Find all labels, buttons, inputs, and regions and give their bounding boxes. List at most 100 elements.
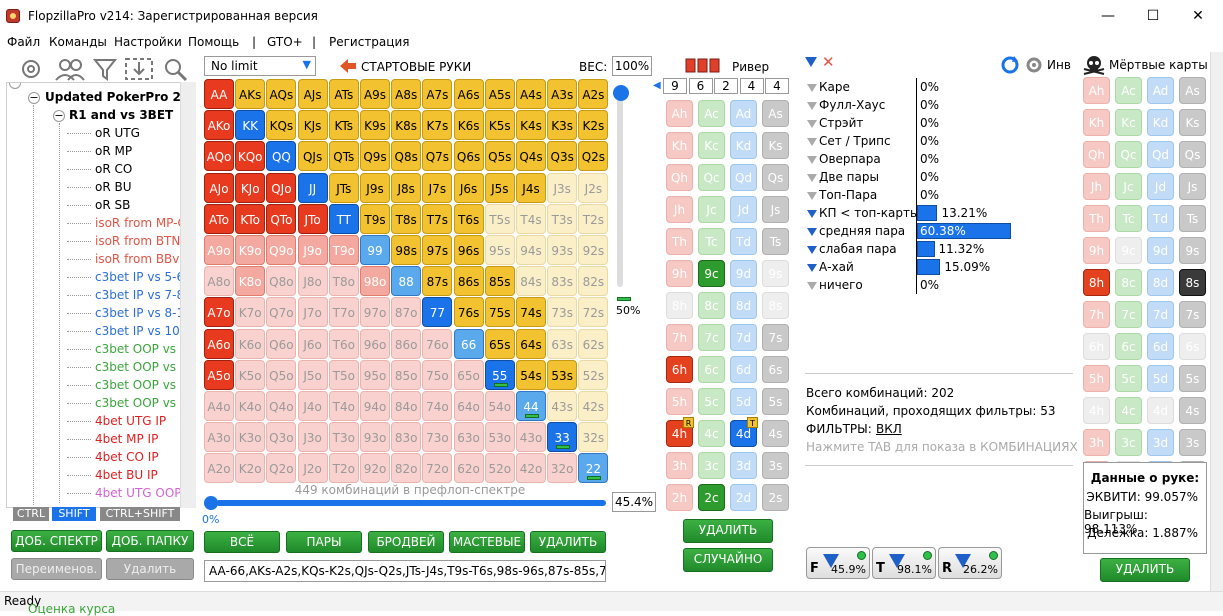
card-3c[interactable]: 3c [698,452,725,479]
hand-cell-76s[interactable]: 76s [453,297,484,328]
card-Jd[interactable]: Jd [1147,173,1174,200]
row-filter-icon[interactable] [807,210,817,218]
hand-cell-T6s[interactable]: T6s [453,203,484,234]
hand-cell-96s[interactable]: 96s [453,235,484,265]
hand-cell-A9o[interactable]: A9o [204,235,234,265]
hand-cell-K3o[interactable]: K3o [235,422,266,453]
tree-folder[interactable]: R1 and vs 3BET [69,108,174,122]
card-Ah[interactable]: Ah [666,100,693,127]
hand-cell-KJs[interactable]: KJs [297,110,328,141]
card-8c[interactable]: 8c [1115,269,1142,296]
weight-slider-handle[interactable] [613,85,629,101]
hand-cell-53o[interactable]: 53o [484,422,515,453]
card-Ks[interactable]: Ks [1179,109,1206,136]
card-8s[interactable]: 8s [1179,269,1206,296]
hand-cell-T7s[interactable]: T7s [422,203,453,234]
hand-cell-A4s[interactable]: A4s [516,79,546,109]
card-5s[interactable]: 5s [1179,365,1206,392]
card-Kd[interactable]: Kd [1147,109,1174,136]
users-icon[interactable] [54,56,86,82]
hand-cell-42s[interactable]: 42s [578,391,609,421]
hand-cell-K2o[interactable]: K2o [235,453,266,484]
row-filter-icon[interactable] [807,120,817,128]
board-slot[interactable]: 6 [688,78,713,94]
hand-cell-Q2s[interactable]: Q2s [578,141,609,172]
board-slot[interactable]: 4 [739,78,764,94]
tree-item[interactable]: isoR from BTN-B [95,234,193,248]
hand-cell-AQo[interactable]: AQo [204,141,234,172]
hand-cell-32s[interactable]: 32s [578,422,609,453]
card-Ks[interactable]: Ks [762,132,789,159]
card-Ac[interactable]: Ac [1115,77,1142,104]
card-Js[interactable]: Js [1179,173,1206,200]
hand-cell-JTo[interactable]: JTo [297,203,328,234]
hand-cell-K5s[interactable]: K5s [484,110,515,141]
hand-cell-77[interactable]: 77 [422,297,453,328]
hand-cell-K8s[interactable]: K8s [391,110,422,141]
hand-cell-J5s[interactable]: J5s [484,172,515,203]
row-filter-icon[interactable] [807,246,817,254]
hand-cell-QJs[interactable]: QJs [297,141,328,172]
hand-cell-J2o[interactable]: J2o [297,453,328,484]
tree-item[interactable]: 4bet MP IP [95,432,159,446]
hand-cell-92o[interactable]: 92o [360,453,390,484]
hand-cell-64s[interactable]: 64s [516,328,546,359]
hand-cell-KQs[interactable]: KQs [266,110,297,141]
hand-cell-A8o[interactable]: A8o [204,266,234,297]
card-6d[interactable]: 6d [1147,333,1174,360]
row-filter-icon[interactable] [807,102,817,110]
card-5c[interactable]: 5c [1115,365,1142,392]
tree-item[interactable]: c3bet IP vs 8-10% [95,306,196,320]
tree-item[interactable]: isoR from MP-CO [95,216,196,230]
range-slider[interactable] [204,496,606,510]
card-As[interactable]: As [1179,77,1206,104]
tree-item[interactable]: isoR from BBvsSB [95,252,196,266]
card-5h[interactable]: 5h [1083,365,1110,392]
hand-cell-KJo[interactable]: KJo [235,172,266,203]
hand-cell-97o[interactable]: 97o [360,297,390,328]
hand-cell-T9s[interactable]: T9s [360,203,390,234]
hand-cell-Q5o[interactable]: Q5o [266,359,297,390]
hand-cell-93o[interactable]: 93o [360,422,390,453]
card-3d[interactable]: 3d [730,452,757,479]
card-Jh[interactable]: Jh [1083,173,1110,200]
hand-cell-K5o[interactable]: K5o [235,359,266,390]
hand-cell-54s[interactable]: 54s [516,359,546,390]
row-filter-icon[interactable] [807,264,817,272]
hand-cell-82s[interactable]: 82s [578,266,609,297]
window-scrollbar[interactable] [1210,52,1223,592]
hand-cell-82o[interactable]: 82o [391,453,422,484]
hand-cell-J8o[interactable]: J8o [297,266,328,297]
river-delete-button[interactable]: УДАЛИТЬ [683,519,773,543]
collapse-toggle[interactable]: − [28,91,40,104]
card-4d[interactable]: 4d T [730,417,758,447]
hand-cell-87s[interactable]: 87s [422,266,453,297]
settings-gear-icon[interactable] [1024,55,1044,75]
hand-cell-43o[interactable]: 43o [516,422,546,453]
row-filter-icon[interactable] [807,138,817,146]
filter-icon[interactable] [805,55,817,69]
card-7h[interactable]: 7h [1083,301,1110,328]
card-9d[interactable]: 9d [730,260,757,287]
hand-cell-Q7o[interactable]: Q7o [266,297,297,328]
card-9c[interactable]: 9c [698,260,725,287]
card-5h[interactable]: 5h [666,388,693,415]
card-9h[interactable]: 9h [1083,237,1110,264]
hand-cell-K4o[interactable]: K4o [235,391,266,421]
hand-cell-KTo[interactable]: KTo [235,203,266,234]
hand-cell-A5s[interactable]: A5s [484,79,515,109]
hand-cell-73s[interactable]: 73s [547,297,578,328]
invert-label[interactable]: Инв [1047,58,1071,72]
hand-cell-K4s[interactable]: K4s [516,110,546,141]
card-Jc[interactable]: Jc [1115,173,1142,200]
hand-cell-JJ[interactable]: JJ [297,172,328,203]
hand-cell-ATs[interactable]: ATs [328,79,359,109]
hand-cell-K8o[interactable]: K8o [235,266,266,297]
card-3s[interactable]: 3s [762,452,789,479]
hand-cell-97s[interactable]: 97s [422,235,453,265]
card-6h[interactable]: 6h [1083,333,1110,360]
hand-cell-86s[interactable]: 86s [453,266,484,297]
hand-cell-KTs[interactable]: KTs [328,110,359,141]
refresh-icon[interactable] [1000,55,1020,75]
add-folder-button[interactable]: ДОБ. ПАПКУ [106,530,194,552]
